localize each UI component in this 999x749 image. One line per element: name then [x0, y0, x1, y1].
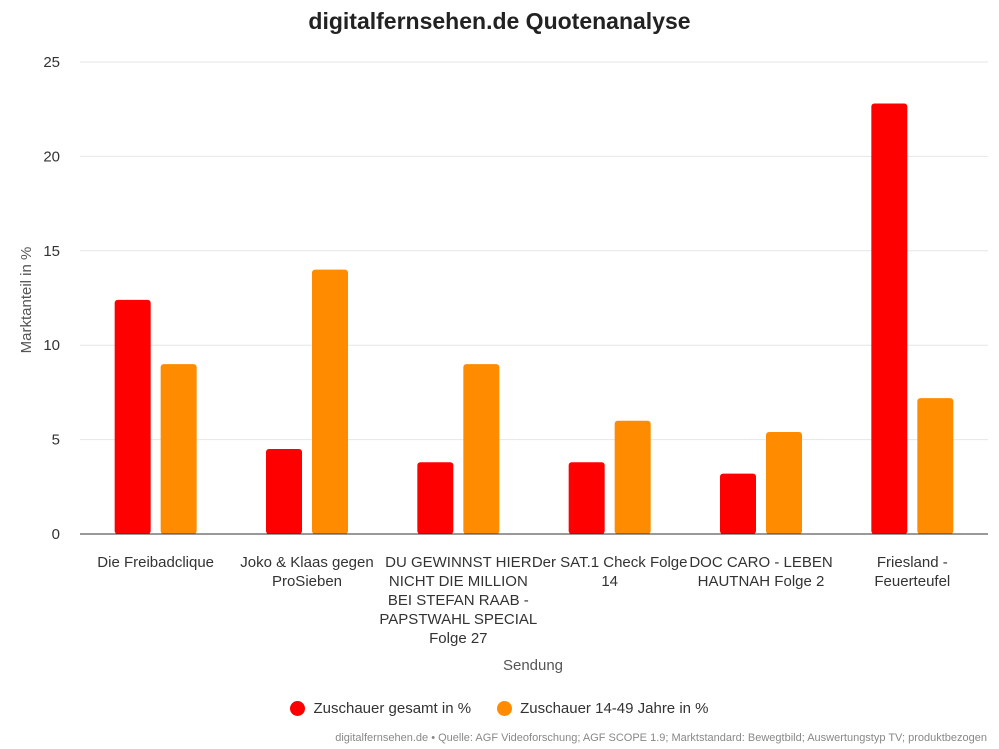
legend-swatch-red — [290, 701, 306, 716]
bar-gesamt-1[interactable] — [266, 449, 302, 534]
legend: Zuschauer gesamt in % Zuschauer 14-49 Ja… — [0, 700, 999, 717]
bar-14-49-5[interactable] — [917, 398, 954, 534]
y-axis-title: Marktanteil in % — [18, 247, 35, 354]
x-category-label: Die Freibadclique — [97, 554, 214, 571]
x-axis-title: Sendung — [503, 657, 563, 674]
legend-label: Zuschauer gesamt in % — [313, 700, 472, 717]
gridlines — [80, 61, 988, 441]
y-tick-label: 20 — [43, 148, 60, 165]
bar-14-49-1[interactable] — [312, 269, 348, 534]
bar-14-49-4[interactable] — [766, 432, 802, 534]
x-axis-categories: Die Freibadclique Joko & Klaas gegen ProSi… — [97, 554, 950, 647]
bar-gesamt-0[interactable] — [114, 299, 151, 534]
chart-title: digitalfernsehen.de Quotenanalyse — [308, 8, 691, 34]
y-tick-label: 0 — [52, 526, 60, 543]
legend-item-gesamt[interactable]: Zuschauer gesamt in % — [290, 700, 471, 717]
bar-14-49-0[interactable] — [160, 364, 197, 534]
bar-14-49-2[interactable] — [463, 364, 500, 534]
y-tick-label: 5 — [52, 432, 60, 449]
x-category-label: DU GEWINNST HIER NICHT DIE MILLION BEI STE… — [379, 554, 537, 647]
x-category-label: Friesland -Feuerteufel — [874, 554, 950, 590]
y-tick-label: 15 — [43, 243, 60, 260]
x-category-label: Der SAT.1 Check Folge 14 — [532, 554, 688, 590]
x-category-label: Joko & Klaas gegen ProSieben — [240, 554, 373, 590]
bar-gesamt-2[interactable] — [417, 462, 454, 534]
legend-swatch-orange — [497, 701, 513, 716]
bars — [114, 103, 954, 534]
legend-item-14-49[interactable]: Zuschauer 14-49 Jahre in % — [497, 700, 709, 717]
legend-label: Zuschauer 14-49 Jahre in % — [520, 700, 709, 717]
x-category-label: DOC CARO - LEBEN HAUTNAH Folge 2 — [689, 554, 832, 590]
y-tick-label: 10 — [43, 337, 60, 354]
bar-gesamt-3[interactable] — [568, 462, 605, 534]
bar-14-49-3[interactable] — [614, 420, 651, 534]
bar-gesamt-4[interactable] — [720, 473, 756, 534]
bar-gesamt-5[interactable] — [871, 103, 908, 534]
y-tick-label: 25 — [43, 54, 60, 71]
y-axis-ticks: 0 5 10 15 20 25 — [43, 54, 60, 543]
source-note: digitalfernsehen.de • Quelle: AGF Videof… — [335, 732, 987, 744]
